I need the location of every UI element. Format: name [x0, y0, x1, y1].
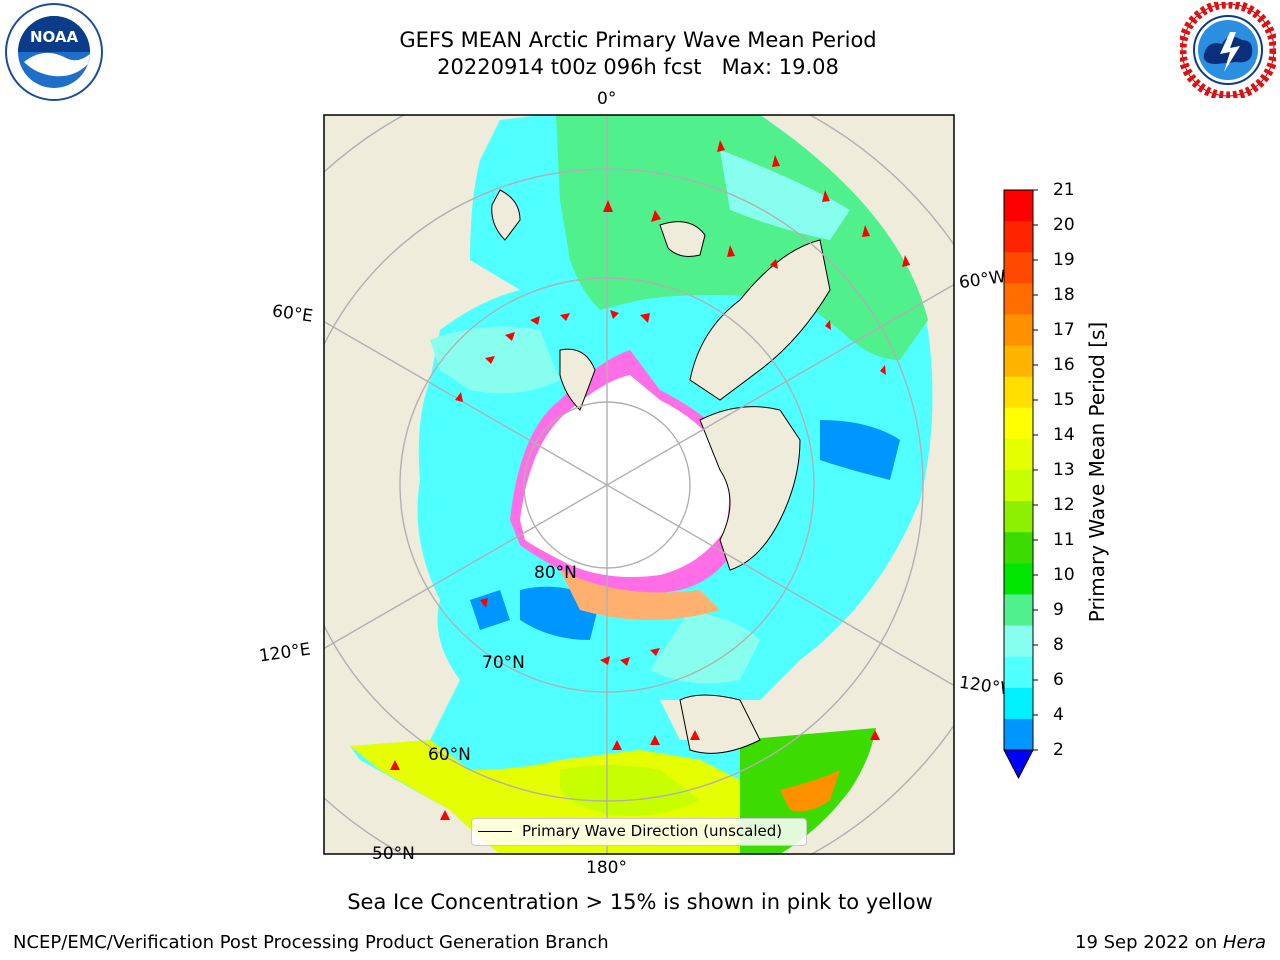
- colorbar-band: [1004, 594, 1033, 627]
- lon-label-0: 0°: [597, 89, 617, 109]
- lat-label-50n: 50°N: [372, 844, 415, 864]
- colorbar-tick-label: 12: [1053, 495, 1075, 515]
- lat-label-70n: 70°N: [482, 653, 525, 673]
- colorbar-title: Primary Wave Mean Period [s]: [1085, 321, 1109, 623]
- atlantic-green-region: [556, 115, 928, 360]
- chart-subtitle: 20220914 t00z 096h fcst Max: 19.08: [437, 55, 839, 79]
- svalbard: [659, 221, 706, 257]
- colorbar-tick-label: 18: [1053, 285, 1075, 305]
- greenland: [689, 239, 831, 401]
- lat-label-80n: 80°N: [534, 563, 577, 583]
- sea-ice-caption: Sea Ice Concentration > 15% is shown in …: [347, 890, 933, 914]
- footer-date-text: 19 Sep 2022 on: [1075, 932, 1223, 953]
- canadian-archipelago: [699, 406, 801, 571]
- colorbar-band: [1004, 563, 1033, 595]
- nws-logo-icon: [1180, 2, 1276, 98]
- colorbar-band: [1004, 407, 1033, 440]
- scandinavia: [491, 189, 521, 241]
- colorbar-tick-label: 13: [1053, 460, 1075, 480]
- colorbar-band: [1004, 718, 1033, 751]
- chart-title: GEFS MEAN Arctic Primary Wave Mean Perio…: [399, 28, 877, 52]
- colorbar-band: [1004, 438, 1033, 471]
- footer-machine: Hera: [1222, 932, 1266, 953]
- svg-text:NOAA: NOAA: [30, 28, 79, 46]
- noaa-logo-icon: NOAA: [5, 3, 103, 101]
- colorbar-band: [1004, 656, 1033, 689]
- wave-direction-arrows: [390, 140, 910, 820]
- colorbar-band: [1004, 283, 1033, 315]
- map-frame: [323, 114, 955, 855]
- colorbar: [1003, 189, 1038, 780]
- colorbar-tick-label: 15: [1053, 390, 1075, 410]
- colorbar-tick-label: 21: [1053, 180, 1075, 200]
- alaska: [679, 694, 761, 754]
- legend-label: Primary Wave Direction (unscaled): [522, 822, 783, 840]
- legend-line-sample: [478, 831, 512, 832]
- colorbar-extend-arrow: [1003, 749, 1034, 780]
- colorbar-tick-label: 14: [1053, 425, 1075, 445]
- novaya-zemlya: [559, 348, 596, 411]
- colorbar-tick-label: 9: [1053, 600, 1064, 620]
- colorbar-tick-label: 8: [1053, 635, 1064, 655]
- ice-interior: [520, 375, 729, 578]
- colorbar-band: [1004, 190, 1033, 222]
- colorbar-band: [1004, 221, 1033, 253]
- colorbar-band: [1004, 345, 1033, 378]
- colorbar-tick-label: 17: [1053, 320, 1075, 340]
- lat-label-60n: 60°N: [428, 745, 471, 765]
- footer-branch: NCEP/EMC/Verification Post Processing Pr…: [13, 932, 609, 953]
- colorbar-tick-label: 20: [1053, 215, 1075, 235]
- colorbar-band: [1004, 314, 1033, 347]
- colorbar-band: [1004, 501, 1033, 533]
- colorbar-band: [1004, 376, 1033, 409]
- colorbar-tick-label: 19: [1053, 250, 1075, 270]
- colorbar-tick-label: 6: [1053, 670, 1064, 690]
- lon-label-180: 180°: [586, 858, 627, 878]
- map-legend: Primary Wave Direction (unscaled): [471, 818, 807, 846]
- colorbar-band: [1004, 532, 1033, 564]
- colorbar-tick-label: 16: [1053, 355, 1075, 375]
- colorbar-tick-label: 11: [1053, 530, 1075, 550]
- colorbar-band: [1004, 625, 1033, 658]
- colorbar-band: [1004, 687, 1033, 720]
- footer-date: 19 Sep 2022 on Hera: [1075, 932, 1266, 953]
- colorbar-band: [1004, 470, 1033, 502]
- colorbar-band: [1004, 252, 1033, 284]
- colorbar-tick-label: 10: [1053, 565, 1075, 585]
- colorbar-tick-label: 4: [1053, 705, 1064, 725]
- colorbar-tick-label: 2: [1053, 740, 1064, 760]
